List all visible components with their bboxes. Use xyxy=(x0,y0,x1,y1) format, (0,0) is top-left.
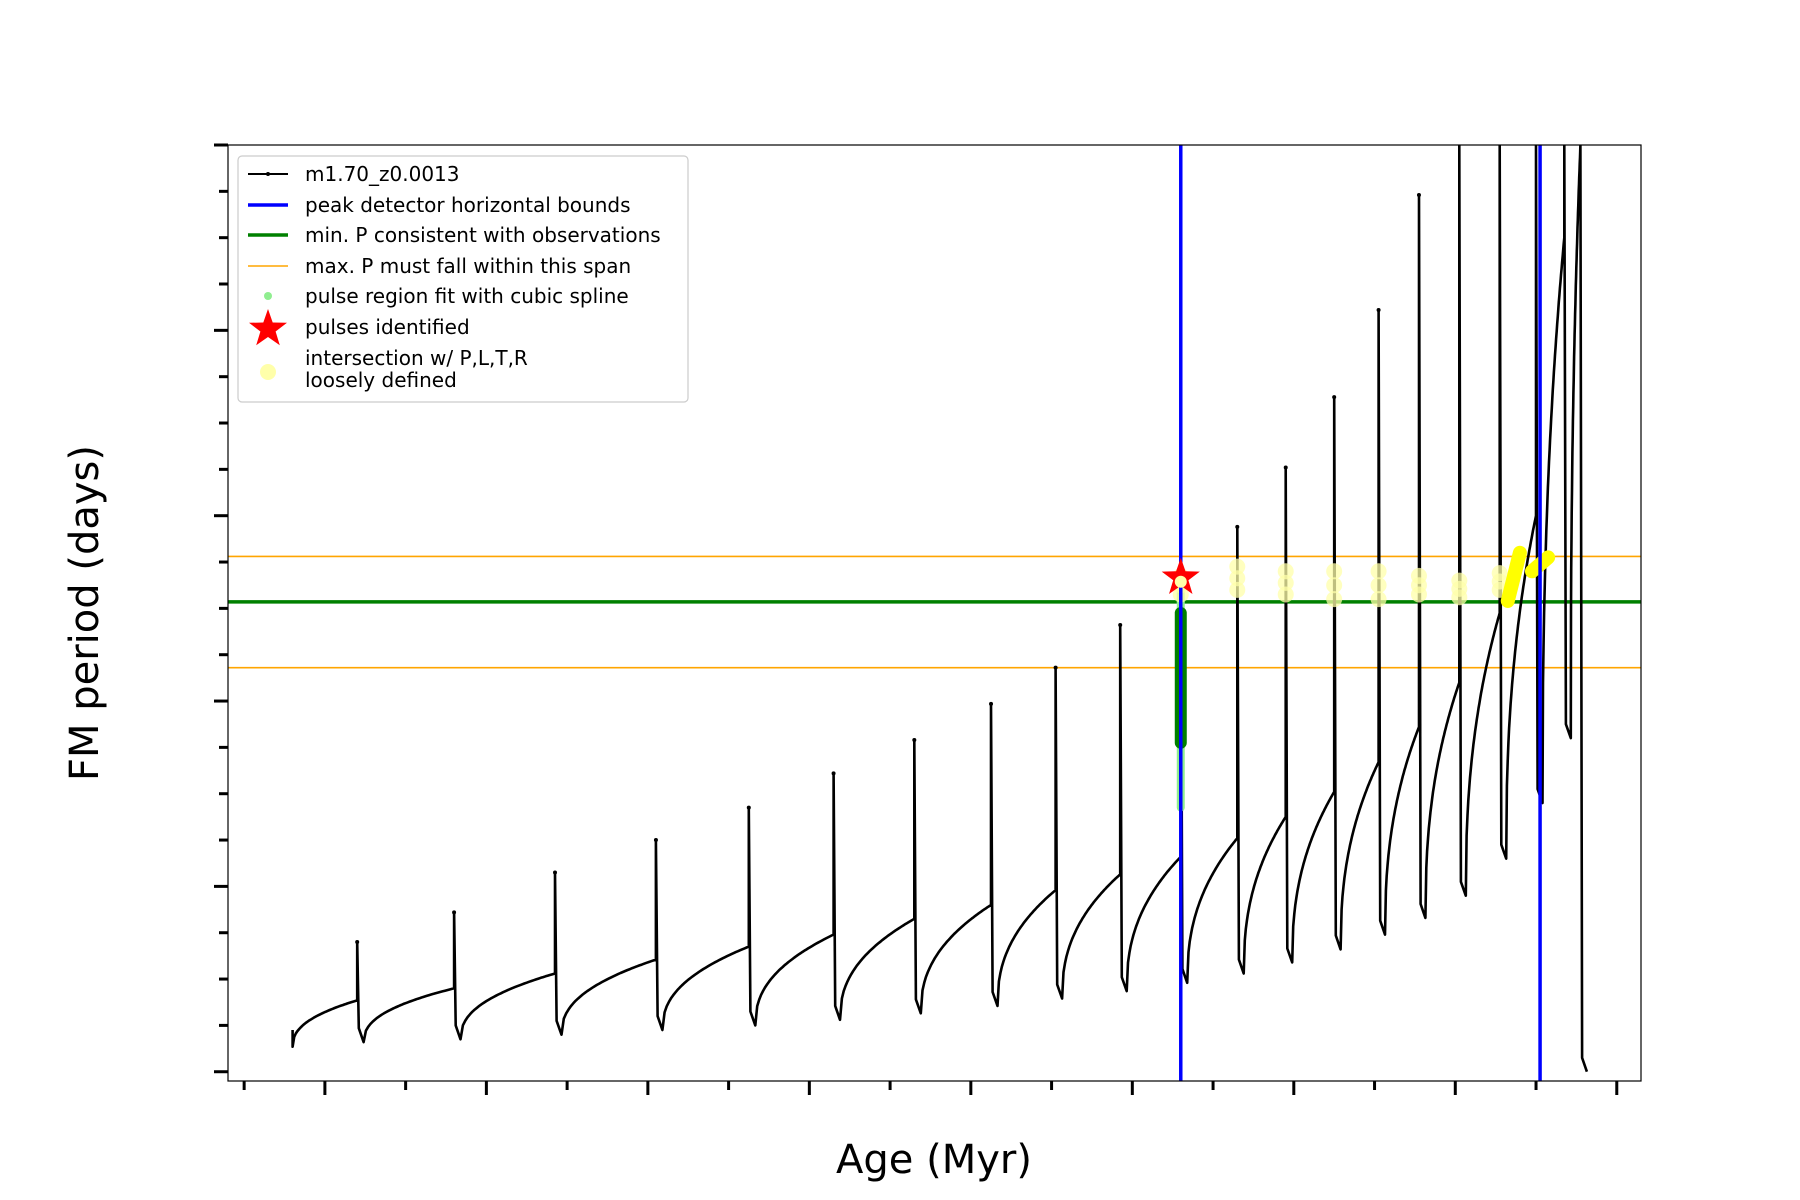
pulse-peak-point-5 xyxy=(746,805,751,810)
legend-label-line: peak detector horizontal bounds xyxy=(305,193,631,217)
legend-label-line: max. P must fall within this span xyxy=(305,254,631,278)
period-track xyxy=(291,145,1589,1073)
legend-marker-track-dot xyxy=(266,172,270,176)
intersection-point-3-2 xyxy=(1277,574,1294,591)
pulse-peak-point-12 xyxy=(1235,524,1240,529)
legend-label-7: intersection w/ P,L,T,R loosely defined xyxy=(305,346,528,392)
plot-frame xyxy=(227,144,1642,1082)
pulse-peak-point-8 xyxy=(989,701,994,706)
legend-label-3: min. P consistent with observations xyxy=(305,223,661,247)
pulse-peak-point-10 xyxy=(1118,623,1123,628)
pulse-peak-point-6 xyxy=(831,771,836,776)
intersection-point-3-3 xyxy=(1277,563,1294,580)
intersection-point-7-3 xyxy=(1451,572,1468,589)
axes xyxy=(214,143,1619,1095)
legend-label-line: intersection w/ P,L,T,R xyxy=(305,346,528,370)
pulse-peak-point-1 xyxy=(355,939,360,944)
legend-label-6: pulses identified xyxy=(305,315,470,339)
legend-marker-circle xyxy=(260,364,276,380)
intersection-point-8-3 xyxy=(1491,565,1508,582)
bright-intersection-1 xyxy=(1500,545,1527,608)
pulse-peak-point-4 xyxy=(653,838,658,843)
legend-label-4: max. P must fall within this span xyxy=(305,254,631,278)
identified-pulse-intersection xyxy=(1174,575,1187,588)
legend-label-line: min. P consistent with observations xyxy=(305,223,661,247)
pulse-peak-point-15 xyxy=(1376,307,1381,312)
intersection-point-5-2 xyxy=(1370,577,1387,594)
pulse-peak-point-9 xyxy=(1053,665,1058,670)
pulse-peak-point-7 xyxy=(912,737,917,742)
intersection-point-5-3 xyxy=(1370,563,1387,580)
intersection-point-3-1 xyxy=(1277,586,1294,603)
pulse-peak-point-16 xyxy=(1416,193,1421,198)
intersection-point-2-2 xyxy=(1229,570,1246,587)
intersection-point-2-3 xyxy=(1229,558,1246,575)
legend-label-2: peak detector horizontal bounds xyxy=(305,193,631,217)
intersection-point-5-1 xyxy=(1370,591,1387,608)
legend-label-line: loosely defined xyxy=(305,368,457,392)
pulse-peak-point-13 xyxy=(1283,465,1288,470)
pulse-peak-point-14 xyxy=(1332,395,1337,400)
x-axis-title: Age (Myr) xyxy=(836,1137,1032,1183)
intersection-point-4-1 xyxy=(1326,591,1343,608)
intersection-point-4-3 xyxy=(1326,563,1343,580)
pulse-peak-point-3 xyxy=(553,870,558,875)
legend-box xyxy=(237,155,689,403)
legend-label-5: pulse region fit with cubic spline xyxy=(305,284,629,308)
legend-marker-star xyxy=(249,309,287,346)
legend-label-line: pulse region fit with cubic spline xyxy=(305,284,629,308)
intersection-point-2-1 xyxy=(1229,581,1246,598)
pulse-peak-point-2 xyxy=(452,910,457,915)
legend-label-line: m1.70_z0.0013 xyxy=(305,162,460,186)
plot-area xyxy=(228,145,1641,1081)
intersection-point-4-2 xyxy=(1326,577,1343,594)
legend-marker-dot xyxy=(264,292,272,300)
intersection-point-6-3 xyxy=(1410,567,1427,584)
legend-label-line: pulses identified xyxy=(305,315,470,339)
y-axis-title: FM period (days) xyxy=(62,445,108,781)
legend-label-1: m1.70_z0.0013 xyxy=(305,162,460,186)
